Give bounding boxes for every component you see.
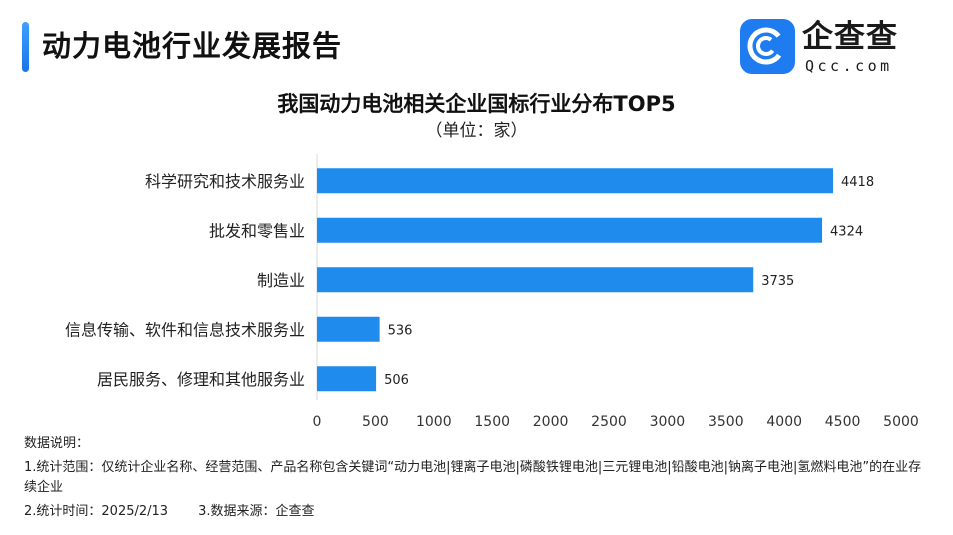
bar	[317, 267, 754, 293]
category-label: 制造业	[257, 271, 305, 290]
x-tick-label: 2000	[533, 414, 569, 430]
notes-time: 2.统计时间：2025/2/13	[24, 504, 169, 519]
x-tick-label: 0	[313, 414, 322, 430]
x-tick-label: 1500	[474, 414, 510, 430]
data-label: 4324	[830, 224, 863, 239]
category-label: 信息传输、软件和信息技术服务业	[65, 320, 305, 339]
data-label: 536	[388, 323, 413, 338]
logo-text: 企查查	[802, 19, 898, 55]
logo-subtext: Qcc.com	[805, 57, 893, 75]
x-tick-label: 3500	[708, 414, 744, 430]
notes-heading: 数据说明：	[24, 436, 90, 451]
x-tick-label: 5000	[883, 414, 919, 430]
x-tick-label: 4500	[825, 414, 861, 430]
category-label: 批发和零售业	[209, 221, 305, 240]
notes-scope: 1.统计范围：仅统计企业名称、经营范围、产品名称包含关键词“动力电池|锂离子电池…	[24, 460, 922, 495]
bar	[317, 217, 823, 243]
x-tick-label: 3000	[650, 414, 686, 430]
category-label: 居民服务、修理和其他服务业	[97, 370, 305, 389]
bar	[317, 366, 377, 392]
x-tick-label: 500	[362, 414, 389, 430]
chart-title: 我国动力电池相关企业国标行业分布TOP5	[277, 92, 676, 116]
data-label: 4418	[841, 175, 874, 190]
bar	[317, 316, 380, 342]
page-title: 动力电池行业发展报告	[42, 29, 343, 63]
notes-source: 3.数据来源：企查查	[198, 504, 315, 519]
x-tick-label: 1000	[416, 414, 452, 430]
category-label: 科学研究和技术服务业	[145, 172, 305, 191]
data-label: 506	[384, 373, 409, 388]
notes-footer: 2.统计时间：2025/2/13 3.数据来源：企查查	[24, 502, 924, 522]
data-label: 3735	[761, 274, 794, 289]
x-tick-label: 2500	[591, 414, 627, 430]
data-notes: 数据说明： 1.统计范围：仅统计企业名称、经营范围、产品名称包含关键词“动力电池…	[24, 434, 924, 526]
chart-subtitle: （单位：家）	[425, 121, 528, 141]
header-accent-bar	[22, 22, 29, 72]
x-tick-label: 4000	[766, 414, 802, 430]
qcc-logo-icon	[740, 19, 795, 74]
bar	[317, 168, 834, 194]
